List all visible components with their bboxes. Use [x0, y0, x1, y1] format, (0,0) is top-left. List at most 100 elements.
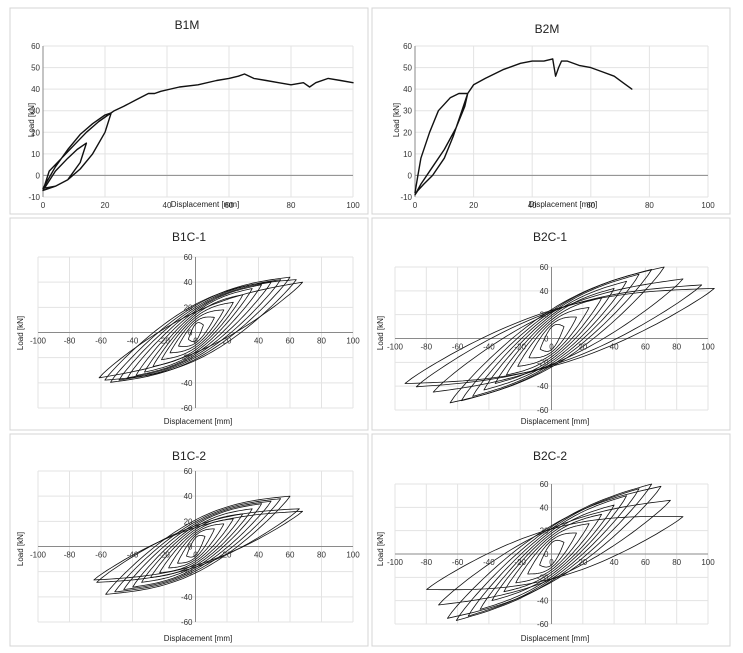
- hysteresis-loop: [169, 309, 225, 354]
- panel-b1c-2: -100 -80 -60 -40 -20 0 20 40 60 80 100-60-40-20020…: [9, 433, 369, 647]
- hysteresis-loop: [415, 284, 703, 388]
- x-tick-label: 100: [346, 551, 360, 560]
- hysteresis-loop: [461, 269, 653, 402]
- hysteresis-loop: [168, 523, 225, 569]
- x-tick-label: -100: [30, 337, 47, 346]
- chart-title: B2M: [535, 22, 560, 36]
- y-tick-label: 50: [31, 64, 40, 73]
- panel-frame: [9, 217, 369, 431]
- x-tick-label: 20: [223, 551, 232, 560]
- x-tick-label: 60: [225, 201, 234, 210]
- hysteresis-loop: [114, 498, 281, 593]
- panel-b1c-1: -100 -80 -60 -40 -20 0 20 40 60 80 100-60-40-20020…: [9, 217, 369, 431]
- y-tick-label: 0: [188, 329, 193, 338]
- y-tick-label: -60: [537, 620, 549, 629]
- x-tick-label: -40: [127, 337, 139, 346]
- y-tick-label: 10: [31, 150, 40, 159]
- y-tick-label: -10: [28, 193, 40, 202]
- x-tick-label: 20: [578, 558, 587, 567]
- series: [42, 73, 354, 192]
- x-tick-label: 100: [701, 558, 715, 567]
- hysteresis-loop: [467, 488, 640, 617]
- x-tick-label: 0: [549, 558, 554, 567]
- hysteresis-loop: [455, 483, 653, 621]
- y-tick-label: -20: [181, 568, 193, 577]
- y-tick-label: 40: [31, 85, 40, 94]
- chart-title: B1M: [175, 18, 200, 32]
- y-axis-label: Load [kN]: [392, 103, 401, 137]
- hysteresis-loop: [159, 518, 234, 574]
- hysteresis-loop: [161, 301, 234, 361]
- x-tick-label: -40: [483, 558, 495, 567]
- y-tick-label: 60: [403, 42, 412, 51]
- y-tick-label: 60: [540, 263, 549, 272]
- y-tick-label: -40: [181, 379, 193, 388]
- x-tick-label: 0: [413, 201, 418, 210]
- axes: [42, 46, 353, 197]
- x-tick-label: 100: [346, 337, 360, 346]
- y-tick-label: -60: [181, 618, 193, 627]
- x-tick-label: 0: [41, 201, 46, 210]
- y-tick-label: -40: [537, 382, 549, 391]
- hysteresis-loop: [472, 273, 640, 397]
- series: [426, 483, 684, 621]
- x-axis-label: Displacement [mm]: [164, 634, 232, 643]
- y-tick-label: -10: [400, 193, 412, 202]
- x-tick-label: -60: [452, 343, 464, 352]
- hysteresis-loop: [178, 316, 215, 347]
- y-tick-label: -20: [181, 354, 193, 363]
- x-tick-label: 60: [286, 337, 295, 346]
- x-tick-label: 0: [193, 337, 198, 346]
- x-tick-label: -80: [64, 337, 76, 346]
- x-tick-label: -80: [64, 551, 76, 560]
- hysteresis-loop: [98, 281, 303, 379]
- axes: [395, 267, 708, 410]
- y-tick-label: 0: [188, 543, 193, 552]
- x-tick-label: 20: [578, 343, 587, 352]
- y-tick-label: 60: [540, 480, 549, 489]
- axes: [395, 484, 708, 624]
- x-tick-label: -20: [514, 558, 526, 567]
- panel-frame: [9, 433, 369, 647]
- y-tick-label: 60: [184, 253, 193, 262]
- x-tick-label: -80: [421, 343, 433, 352]
- chart-title: B2C-2: [533, 449, 567, 463]
- x-tick-label: 20: [101, 201, 110, 210]
- x-tick-label: 60: [586, 201, 595, 210]
- axes: [414, 46, 708, 197]
- y-tick-label: 40: [540, 287, 549, 296]
- x-tick-label: 80: [317, 337, 326, 346]
- x-tick-label: 80: [672, 343, 681, 352]
- x-tick-label: -100: [30, 551, 47, 560]
- y-tick-label: 20: [184, 517, 193, 526]
- hysteresis-loop: [93, 510, 303, 581]
- y-tick-label: 0: [36, 171, 41, 180]
- x-tick-label: -20: [158, 337, 170, 346]
- x-tick-label: 80: [645, 201, 654, 210]
- y-tick-label: 0: [408, 171, 413, 180]
- hysteresis-loop: [503, 513, 602, 593]
- x-tick-label: 100: [346, 201, 360, 210]
- x-axis-label: Displacement [mm]: [529, 200, 597, 209]
- hysteresis-loop: [135, 284, 262, 376]
- x-tick-label: -60: [95, 337, 107, 346]
- x-tick-label: 60: [641, 558, 650, 567]
- x-axis-label: Displacement [mm]: [521, 417, 589, 426]
- hysteresis-loop: [432, 278, 684, 393]
- y-tick-label: 0: [544, 335, 549, 344]
- y-tick-label: 20: [31, 128, 40, 137]
- x-axis-label: Displacement [mm]: [521, 634, 589, 643]
- x-axis-label: Displacement [mm]: [171, 200, 239, 209]
- x-tick-label: 100: [701, 343, 715, 352]
- hysteresis-loop: [527, 532, 577, 575]
- hysteresis-loop: [449, 266, 665, 404]
- x-tick-label: 20: [469, 201, 478, 210]
- hysteresis-loop: [188, 322, 204, 343]
- y-tick-label: 40: [403, 85, 412, 94]
- panel-b2c-1: -100 -80 -60 -40 -20 0 20 40 60 80 100-60-40-20020…: [371, 217, 731, 431]
- series: [93, 495, 303, 595]
